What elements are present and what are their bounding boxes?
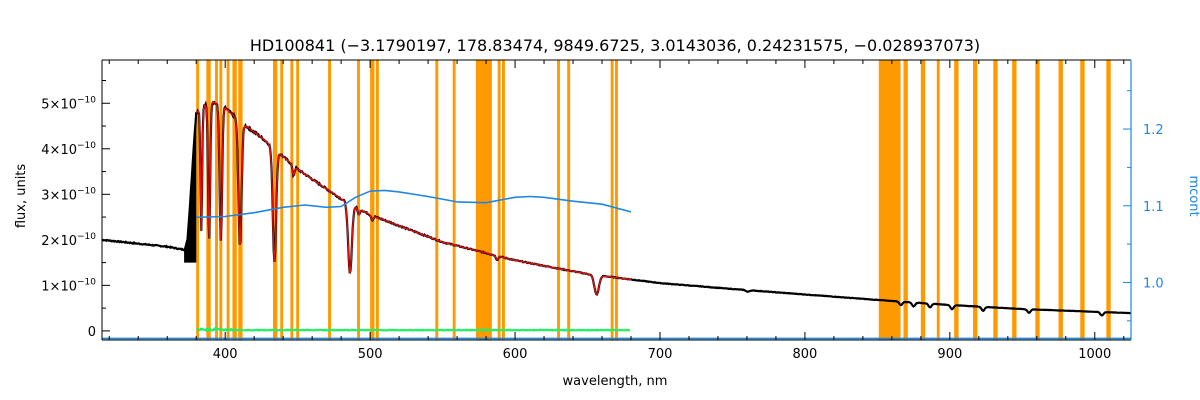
y-tick-mantissa: 1×10	[41, 279, 77, 294]
y2-axis-label: mcont	[1186, 175, 1200, 216]
y2-tick-label-1: 1.1	[1143, 200, 1164, 215]
mask-region-16	[452, 60, 456, 340]
mask-regions	[196, 60, 1111, 340]
y-tick-mantissa: 4×10	[41, 143, 77, 158]
mask-region-14	[375, 60, 379, 340]
x-tick-label-600: 600	[503, 347, 528, 362]
mask-region-12	[357, 60, 360, 340]
y-tick-exponent: −10	[77, 186, 96, 196]
mask-region-35	[1106, 60, 1111, 340]
mask-region-11	[328, 60, 331, 340]
y2-axis-ticks: 1.0 1.1 1.2	[1123, 90, 1164, 322]
y-tick-exponent: −10	[77, 95, 96, 105]
y-axis-ticks: 01×10−102×10−103×10−104×10−105×10−10	[41, 79, 110, 340]
y-tick-label-1: 1×10−10	[41, 277, 96, 294]
mask-region-15	[435, 60, 439, 340]
y-tick-label-5: 5×10−10	[41, 95, 96, 112]
mask-region-31	[1012, 60, 1017, 340]
x-axis-label: wavelength, nm	[563, 374, 668, 389]
mask-region-2	[215, 60, 218, 340]
mask-region-24	[878, 60, 901, 340]
mask-region-30	[993, 60, 998, 340]
mask-region-32	[1035, 60, 1040, 340]
x-tick-label-800: 800	[792, 347, 817, 362]
x-tick-label-1000: 1000	[1078, 347, 1111, 362]
mcont-curve	[196, 189, 632, 219]
mask-region-7	[273, 60, 278, 340]
mask-region-33	[1058, 60, 1063, 340]
mask-region-17	[475, 60, 492, 340]
mask-region-9	[290, 60, 294, 340]
model-fit-line	[196, 100, 632, 296]
mask-region-34	[1080, 60, 1085, 340]
mask-region-4	[226, 60, 230, 340]
y-tick-label-2: 2×10−10	[41, 232, 96, 249]
residual-line	[196, 327, 631, 332]
y-tick-label-0: 0	[88, 325, 96, 340]
y2-tick-label-2: 1.2	[1143, 123, 1164, 138]
y-tick-label-4: 4×10−10	[41, 141, 96, 158]
mask-region-28	[954, 60, 959, 340]
mask-region-26	[920, 60, 926, 340]
y-tick-mantissa: 2×10	[41, 234, 77, 249]
mask-region-5	[232, 60, 237, 340]
y2-tick-label-0: 1.0	[1143, 276, 1164, 291]
y-tick-exponent: −10	[77, 232, 96, 242]
x-tick-label-900: 900	[937, 347, 962, 362]
y-tick-label-3: 3×10−10	[41, 186, 96, 203]
y-tick-exponent: −10	[77, 277, 96, 287]
x-axis-ticks: 400 500 600 700 800 900 1000	[108, 60, 1125, 362]
mask-region-10	[296, 60, 300, 340]
x-tick-label-500: 500	[358, 347, 383, 362]
mask-region-13	[370, 60, 375, 340]
balmer-jump-band	[184, 114, 197, 263]
y-axis-label: flux, units	[14, 164, 29, 229]
mask-region-8	[280, 60, 284, 340]
mask-region-27	[936, 60, 940, 340]
x-tick-label-700: 700	[648, 347, 673, 362]
mask-region-25	[903, 60, 908, 340]
y-tick-exponent: −10	[77, 141, 96, 151]
y-tick-mantissa: 3×10	[41, 188, 77, 203]
y-tick-mantissa: 5×10	[41, 97, 77, 112]
plot-frame	[101, 59, 1132, 341]
x-tick-label-400: 400	[213, 347, 238, 362]
mask-region-29	[973, 60, 978, 340]
chart-title: HD100841 (−3.1790197, 178.83474, 9849.67…	[250, 36, 980, 55]
mask-region-0	[196, 60, 200, 340]
plot-lines	[101, 100, 1131, 340]
mask-region-22	[610, 60, 614, 340]
mask-region-23	[615, 60, 618, 340]
